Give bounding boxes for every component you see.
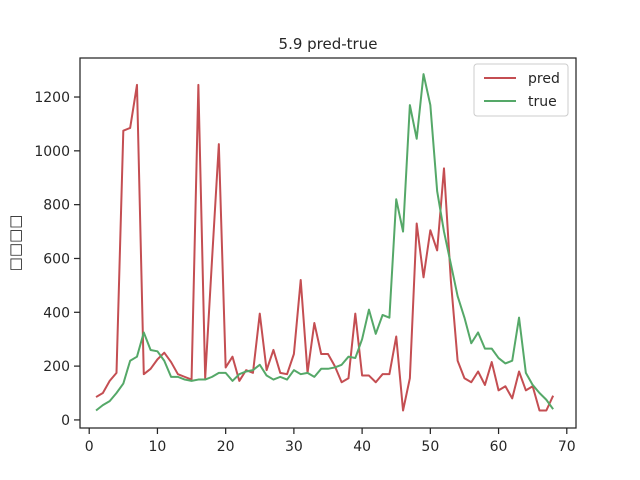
plot-frame	[79, 57, 577, 429]
y-axis-label: □□□□	[6, 215, 24, 272]
y-axis: 0 200 400 600 800 1000 1200	[34, 90, 80, 429]
x-tick-label: 30	[285, 439, 303, 455]
x-axis: 0 10 20 30 40 50 60 70	[85, 428, 576, 455]
y-tick-label: 200	[43, 359, 70, 375]
y-tick-label: 600	[43, 251, 70, 267]
x-tick-label: 20	[217, 439, 235, 455]
legend-label-pred: pred	[528, 71, 560, 87]
x-tick-label: 60	[490, 439, 508, 455]
y-tick-label: 800	[43, 198, 70, 214]
series-line-true	[95, 73, 554, 412]
chart-title: 5.9 pred-true	[279, 35, 378, 53]
series-layer	[95, 73, 555, 412]
x-tick-label: 0	[85, 439, 94, 455]
x-tick-label: 10	[149, 439, 167, 455]
y-tick-label: 400	[43, 305, 70, 321]
y-tick-label: 1200	[34, 90, 70, 106]
x-tick-label: 70	[558, 439, 576, 455]
legend-label-true: true	[528, 94, 557, 110]
x-tick-label: 50	[421, 439, 439, 455]
series-line-pred	[95, 83, 555, 412]
x-tick-label: 40	[353, 439, 371, 455]
y-tick-label: 0	[61, 413, 70, 429]
legend: pred true	[473, 63, 569, 117]
y-tick-label: 1000	[34, 144, 70, 160]
